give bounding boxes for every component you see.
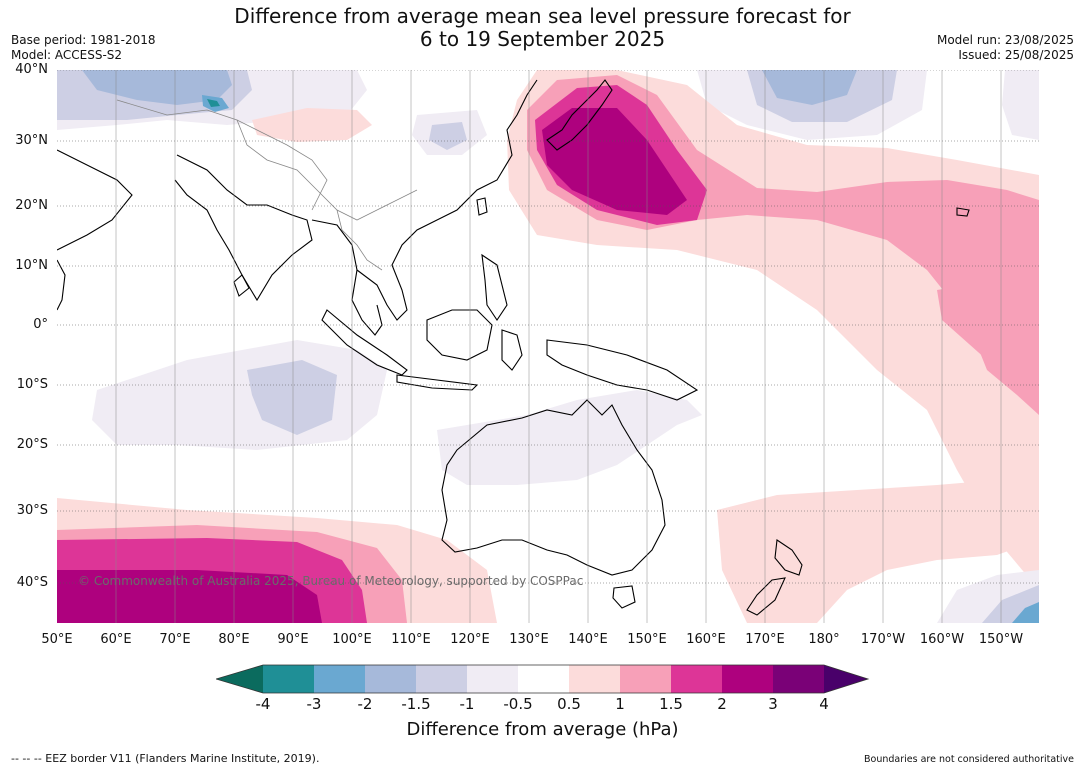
base-period-text: Base period: 1981-2018	[11, 33, 156, 47]
colorbar-under-arrow	[216, 665, 263, 693]
colorbar-bin-8	[620, 665, 671, 693]
model-name-text: Model: ACCESS-S2	[11, 48, 123, 62]
lon-label-110e: 110°E	[391, 632, 431, 647]
coastlines	[57, 79, 970, 616]
colorbar-bin-11	[773, 665, 824, 693]
colorbar-bin-1	[263, 665, 314, 693]
colorbar-tick: 1.5	[659, 695, 683, 713]
lon-label-130e: 130°E	[509, 632, 549, 647]
lat-label-10n: 10°N	[15, 258, 48, 273]
colorbar-bin-2	[314, 665, 365, 693]
lon-label-160w: 160°W	[919, 632, 965, 647]
meridians	[115, 70, 1002, 623]
negative-patch-china-inner	[429, 122, 467, 150]
positive-anomaly-south-pacific	[717, 480, 1039, 623]
colorbar-bin-7	[569, 665, 620, 693]
lat-label-40n: 40°N	[15, 62, 48, 77]
page-title-line2: 6 to 19 September 2025	[419, 27, 666, 51]
copyright-notice: © Commonwealth of Australia 2025, Bureau…	[78, 574, 584, 588]
lon-label-170w: 170°W	[860, 632, 906, 647]
colorbar	[216, 664, 870, 694]
lon-label-90e: 90°E	[277, 632, 309, 647]
colorbar-tick: -0.5	[503, 695, 533, 713]
colorbar-tick: -4	[255, 695, 271, 713]
negative-anomaly-australia	[437, 390, 702, 485]
lon-label-60e: 60°E	[100, 632, 132, 647]
boundaries-disclaimer: Boundaries are not considered authoritat…	[864, 754, 1074, 765]
colorbar-tick: 2	[717, 695, 727, 713]
colorbar-tick: 1	[615, 695, 625, 713]
positive-anomaly-southern-ocean	[57, 498, 497, 623]
colorbar-outline	[216, 664, 870, 694]
lon-label-140e: 140°E	[568, 632, 608, 647]
pressure-anomaly-map	[57, 70, 1039, 623]
colorbar-tick: 4	[819, 695, 829, 713]
colorbar-bin-3	[365, 665, 416, 693]
colorbar-bins	[263, 665, 824, 693]
meta-left: Base period: 1981-2018 Model: ACCESS-S2	[11, 33, 156, 63]
lat-label-10s: 10°S	[16, 377, 48, 392]
model-run-text: Model run: 23/08/2025	[936, 33, 1074, 47]
lon-label-180: 180°	[808, 632, 840, 647]
negative-anomaly-north-east	[697, 70, 1039, 140]
colorbar-over-arrow	[824, 665, 868, 693]
lat-label-40s: 40°S	[16, 575, 48, 590]
lon-label-100e: 100°E	[332, 632, 372, 647]
colorbar-tick: 0.5	[557, 695, 581, 713]
lon-label-170e: 170°E	[745, 632, 785, 647]
lon-label-70e: 70°E	[159, 632, 191, 647]
negative-anomaly-south-east	[937, 570, 1039, 623]
meta-right: Model run: 23/08/2025 Issued: 25/08/2025	[937, 33, 1074, 63]
lon-label-80e: 80°E	[218, 632, 250, 647]
lat-label-20s: 20°S	[16, 437, 48, 452]
colorbar-bin-10	[722, 665, 773, 693]
colorbar-bin-5	[467, 665, 518, 693]
positive-patch-himalaya	[252, 108, 372, 142]
issued-date-text: Issued: 25/08/2025	[958, 48, 1074, 62]
colorbar-tick: -3	[306, 695, 322, 713]
page-title-line1: Difference from average mean sea level p…	[234, 4, 851, 28]
colorbar-bin-4	[416, 665, 467, 693]
colorbar-tick: -2	[357, 695, 373, 713]
lon-label-160e: 160°E	[686, 632, 726, 647]
colorbar-bin-6	[518, 665, 569, 693]
lon-label-150w: 150°W	[978, 632, 1024, 647]
lat-label-20n: 20°N	[15, 198, 48, 213]
lon-label-150e: 150°E	[627, 632, 667, 647]
colorbar-tick: 3	[768, 695, 778, 713]
colorbar-tick: -1	[459, 695, 475, 713]
colorbar-title: Difference from average (hPa)	[406, 719, 679, 740]
lat-label-equator: 0°	[33, 317, 48, 332]
lat-label-30s: 30°S	[16, 503, 48, 518]
eez-legend: -- -- -- EEZ border V11 (Flanders Marine…	[11, 752, 320, 765]
colorbar-bin-9	[671, 665, 722, 693]
lon-label-120e: 120°E	[450, 632, 490, 647]
negative-anomaly-south-indian	[92, 340, 387, 450]
country-borders	[116, 99, 418, 271]
lat-label-30n: 30°N	[15, 133, 48, 148]
colorbar-tick: -1.5	[401, 695, 431, 713]
lon-label-50e: 50°E	[41, 632, 73, 647]
